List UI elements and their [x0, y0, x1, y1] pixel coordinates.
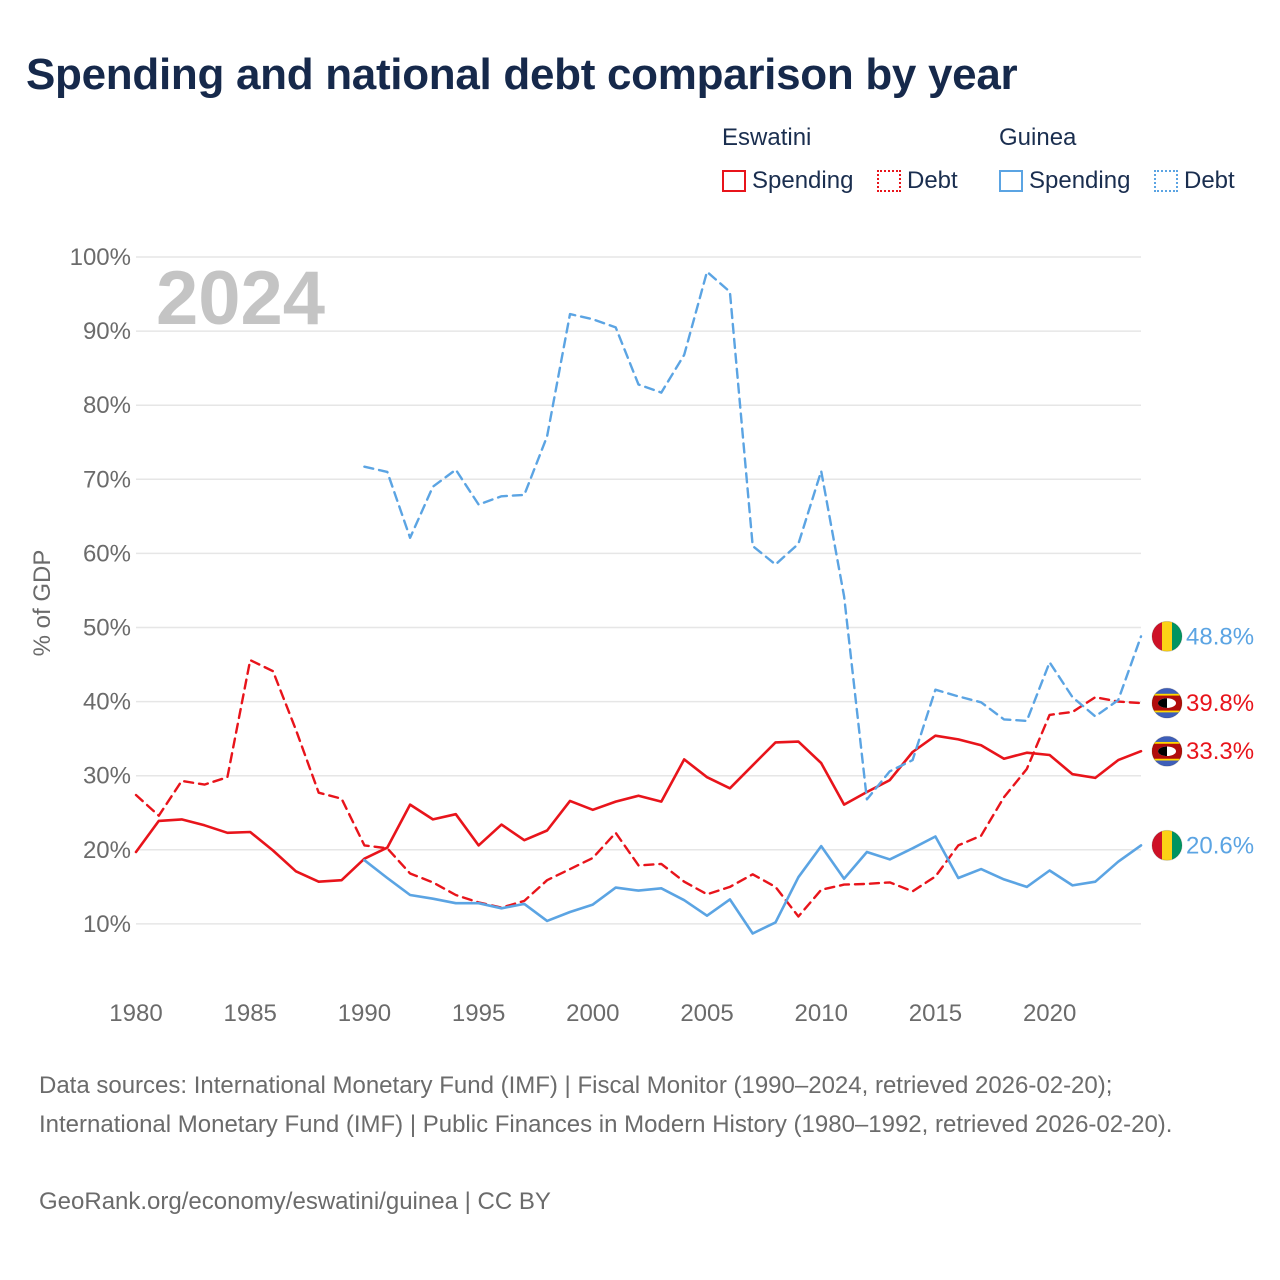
y-tick-label: 50% — [83, 615, 131, 642]
legend-item-eswatini-debt[interactable]: Debt — [877, 166, 958, 196]
legend-label: Spending — [752, 167, 854, 194]
data-sources: Data sources: International Monetary Fun… — [39, 1072, 1173, 1138]
y-tick-label: 60% — [83, 540, 131, 567]
eswatini-flag-icon — [1152, 736, 1182, 767]
legend-label: Debt — [907, 167, 958, 194]
end-value-label: 39.8% — [1186, 690, 1254, 717]
x-tick-label: 2020 — [1023, 1000, 1076, 1027]
x-tick-label: 1990 — [338, 1000, 391, 1027]
endpoint-guinea-debt: 48.8% — [1151, 620, 1254, 652]
legend-swatch-dotted-blue — [1154, 170, 1178, 192]
legend-label: Spending — [1029, 167, 1131, 194]
x-tick-label: 2000 — [566, 1000, 619, 1027]
y-axis-title: % of GDP — [29, 550, 56, 657]
series-line-eswatini-spending — [134, 734, 1143, 884]
legend-group-eswatini: Eswatini — [722, 124, 812, 151]
legend-swatch-solid-blue — [999, 170, 1023, 192]
y-tick-label: 20% — [83, 837, 131, 864]
legend-label: Debt — [1184, 167, 1235, 194]
y-tick-label: 40% — [83, 689, 131, 716]
series-line-guinea-debt — [363, 270, 1143, 801]
x-tick-label: 1995 — [452, 1000, 505, 1027]
chart-title: Spending and national debt comparison by… — [26, 50, 1018, 99]
line-chart: 10% 20% 30% 40% 50% 60% 70% 80% 90% 100% 1980 1985 1… — [29, 244, 1254, 1027]
guinea-flag-icon — [1152, 621, 1182, 652]
legend-swatch-dotted-red — [877, 170, 901, 192]
legend-swatch-solid-red — [722, 170, 746, 192]
y-tick-label: 100% — [70, 244, 131, 271]
y-tick-label: 10% — [83, 911, 131, 938]
x-tick-label: 1980 — [109, 1000, 162, 1027]
year-watermark: 2024 — [156, 256, 325, 341]
y-tick-label: 90% — [83, 318, 131, 345]
guinea-flag-icon — [1152, 830, 1182, 861]
x-tick-label: 2005 — [680, 1000, 733, 1027]
legend-item-guinea-debt[interactable]: Debt — [1154, 166, 1235, 196]
legend-item-guinea-spending[interactable]: Spending — [999, 166, 1130, 196]
end-value-label: 33.3% — [1186, 738, 1254, 765]
legend-item-eswatini-spending[interactable]: Spending — [722, 166, 853, 196]
x-tick-label: 2015 — [909, 1000, 962, 1027]
y-tick-label: 80% — [83, 392, 131, 419]
y-tick-label: 30% — [83, 763, 131, 790]
credit-link[interactable]: GeoRank.org/economy/eswatini/guinea | CC… — [39, 1188, 551, 1215]
eswatini-flag-icon — [1152, 688, 1182, 719]
end-value-label: 48.8% — [1186, 623, 1254, 650]
y-tick-label: 70% — [83, 466, 131, 493]
legend-group-guinea: Guinea — [999, 124, 1077, 151]
endpoint-eswatini-debt: 39.8% — [1151, 687, 1254, 719]
end-value-label: 20.6% — [1186, 832, 1254, 859]
x-tick-label: 1985 — [224, 1000, 277, 1027]
series-line-guinea-spending — [363, 835, 1143, 935]
series-line-eswatini-debt — [134, 658, 1143, 918]
endpoint-eswatini-spending: 33.3% — [1151, 735, 1254, 767]
x-tick-label: 2010 — [795, 1000, 848, 1027]
endpoint-guinea-spending: 20.6% — [1151, 829, 1254, 861]
